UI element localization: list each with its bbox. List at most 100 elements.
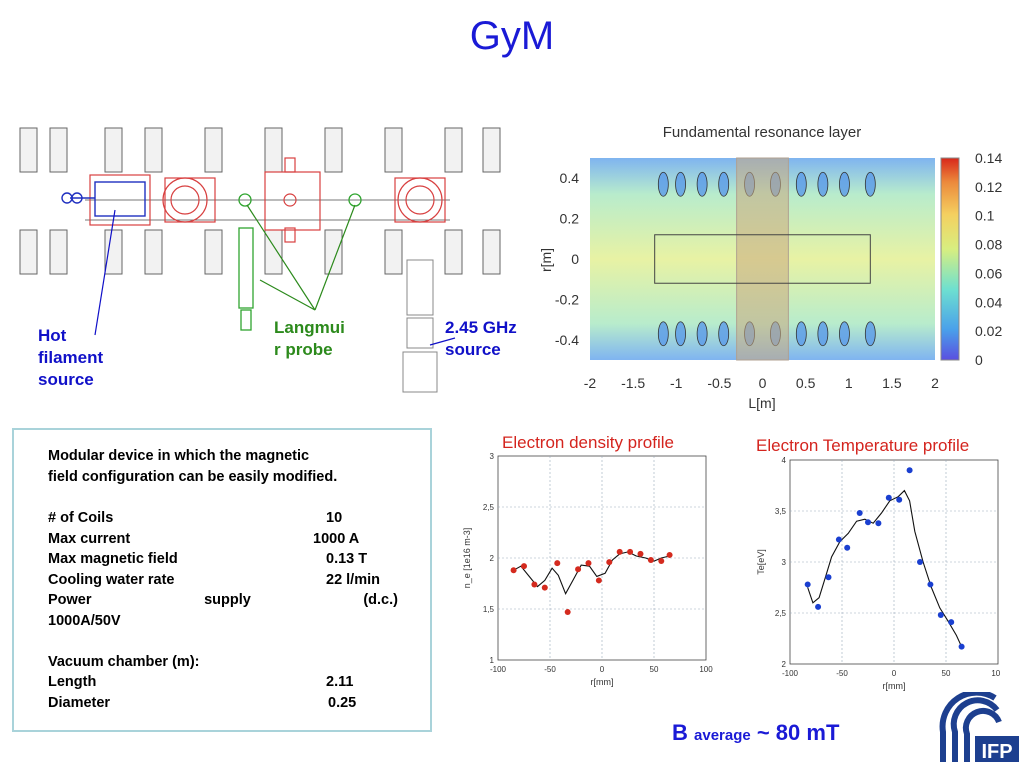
- chamber-box: [654, 234, 871, 284]
- vacuum-row: Diameter 0.25: [48, 693, 408, 714]
- heatmap-x-tick: -1.5: [621, 375, 645, 391]
- coil-lower: [49, 229, 68, 275]
- b-value: ~ 80 mT: [750, 720, 840, 745]
- coil-lobe-bottom: [795, 321, 807, 347]
- temperature-point: [844, 544, 851, 551]
- coil-lobe-top: [718, 171, 730, 197]
- coil-lower: [482, 229, 501, 275]
- colorbar-tick: 0.06: [975, 265, 1002, 281]
- temperature-point: [937, 612, 944, 619]
- power-word-2: supply: [204, 592, 251, 608]
- info-intro-line-1: Modular device in which the magnetic: [48, 448, 310, 464]
- coil-lower: [384, 229, 403, 275]
- heatmap-x-tick: 1: [845, 375, 853, 391]
- spec-name: # of Coils: [48, 510, 114, 526]
- heatmap-y-tick: 0.4: [560, 170, 580, 186]
- slide-title: GyM: [469, 14, 555, 58]
- density-point: [554, 560, 561, 567]
- coil-lower: [444, 229, 463, 275]
- temperature-y-tick: 2,5: [775, 609, 787, 618]
- temperature-y-tick: 2: [782, 660, 787, 669]
- coil-upper: [264, 127, 283, 173]
- coil-lobe-top: [795, 171, 807, 197]
- colorbar-tick: 0.12: [975, 179, 1002, 195]
- density-point: [637, 550, 644, 557]
- langmuir-label: Langmui r probe: [274, 317, 345, 361]
- density-y-tick: 1,5: [483, 605, 495, 614]
- heatmap-x-tick: -2: [584, 375, 597, 391]
- vacuum-value: 0.25: [328, 694, 357, 711]
- coil-lobe-bottom: [817, 321, 829, 347]
- spec-name: Max magnetic field: [48, 551, 178, 567]
- temperature-y-tick: 3,5: [775, 507, 787, 516]
- density-x-tick: 100: [699, 665, 713, 674]
- spec-row: Cooling water rate 22 l/min: [48, 570, 408, 591]
- hot-filament-line-3: source: [38, 370, 94, 389]
- temperature-point: [948, 619, 955, 626]
- density-point: [595, 577, 602, 584]
- spec-row: Max magnetic field 0.13 T: [48, 549, 408, 570]
- spec-value: 1000 A: [313, 530, 360, 547]
- heatmap-y-tick: 0.2: [560, 211, 580, 227]
- spec-row: Max current 1000 A: [48, 529, 408, 550]
- density-chart-title: Electron density profile: [502, 433, 674, 452]
- b-symbol: B: [672, 720, 688, 745]
- coil-lobe-top: [839, 171, 850, 197]
- vacuum-name: Length: [48, 674, 97, 690]
- temperature-x-tick: -100: [782, 669, 799, 678]
- power-word-3: (d.c.): [363, 592, 398, 608]
- hot-filament-label: Hot filament source: [38, 325, 103, 391]
- temperature-y-tick: 4: [782, 456, 787, 465]
- coil-lobe-top: [657, 171, 669, 197]
- heatmap-x-tick: 0: [759, 375, 767, 391]
- heatmap-y-tick: -0.4: [555, 332, 579, 348]
- density-point: [647, 557, 654, 564]
- temperature-chart: -100 -50 0 50 100 4 3,5 3 2,5 2 r[mm] Te[eV]: [756, 456, 1000, 691]
- density-point: [666, 551, 673, 558]
- temperature-point: [906, 467, 913, 474]
- coil-upper: [482, 127, 501, 173]
- device-schematic: [19, 127, 501, 393]
- power-line-2: 1000A/50V: [48, 612, 121, 629]
- vacuum-title: Vacuum chamber (m):: [48, 653, 200, 670]
- resonance-heatmap: Fundamental resonance layer -2 -1.5 -1 -0.5…: [538, 124, 1002, 411]
- power-row: Power supply (d.c.): [48, 590, 398, 611]
- resonance-band: [736, 157, 789, 361]
- temperature-x-tick: -50: [836, 669, 848, 678]
- info-intro: Modular device in which the magnetic fie…: [48, 446, 337, 487]
- density-point: [521, 563, 527, 570]
- ifp-logo: IFP: [939, 692, 1019, 763]
- langmuir-line-2: r probe: [274, 340, 333, 359]
- langmuir-line-1: Langmui: [274, 318, 345, 337]
- density-point: [564, 609, 571, 616]
- coil-lobe-bottom: [839, 321, 850, 347]
- ghz-source-label: 2.45 GHz source: [445, 317, 517, 361]
- colorbar-tick: 0.02: [975, 323, 1002, 339]
- info-intro-line-2: field configuration can be easily modifi…: [48, 468, 338, 485]
- heatmap-x-tick: -0.5: [707, 375, 731, 391]
- coil-lower: [204, 229, 223, 275]
- colorbar-tick: 0.1: [975, 208, 995, 224]
- temperature-chart-title: Electron Temperature profile: [756, 436, 970, 455]
- density-y-tick: 2,5: [483, 503, 495, 512]
- density-point: [531, 581, 538, 588]
- density-ylabel: n_e [1e16 m-3]: [462, 528, 472, 589]
- density-point: [658, 558, 665, 565]
- coil-lower: [104, 229, 123, 275]
- colorbar-tick: 0: [975, 352, 983, 368]
- density-point: [510, 567, 517, 574]
- density-point: [541, 584, 548, 591]
- colorbar-tick: 0.08: [975, 237, 1002, 253]
- ghz-line-1: 2.45 GHz: [445, 318, 517, 337]
- coil-upper: [49, 127, 68, 173]
- temperature-point: [865, 519, 871, 526]
- coil-upper: [324, 127, 343, 173]
- temperature-point: [856, 510, 863, 517]
- coil-lobe-top: [675, 171, 686, 197]
- temperature-y-tick: 3: [782, 558, 787, 567]
- power-word-1: Power: [48, 592, 92, 608]
- temperature-point: [958, 643, 965, 650]
- hot-filament-line-2: filament: [38, 348, 104, 367]
- density-y-tick: 3: [490, 452, 495, 461]
- coil-upper: [204, 127, 223, 173]
